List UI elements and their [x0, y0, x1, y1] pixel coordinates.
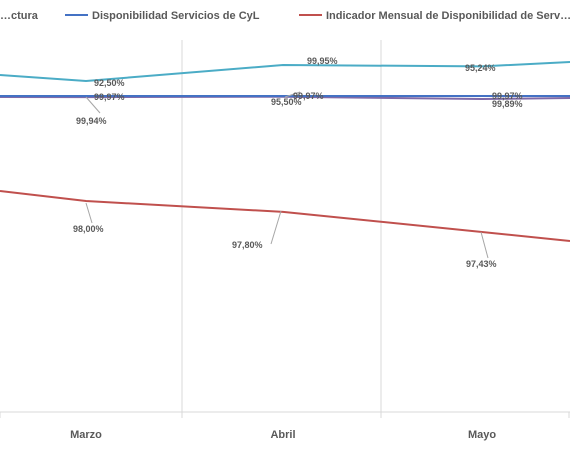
- leader-line-red-marzo: [85, 202, 93, 224]
- series-line-red: [0, 190, 570, 242]
- legend-label-red: Indicador Mensual de Disponibilidad de S…: [326, 10, 570, 22]
- data-label-purple-mayo: 99,89%: [492, 99, 523, 109]
- data-label-blue-abril: 99,97%: [293, 91, 324, 101]
- leader-line-red-mayo: [480, 231, 489, 259]
- x-tick-label-marzo: Marzo: [70, 429, 102, 441]
- data-label-red-abril: 97,80%: [232, 240, 263, 250]
- series-lines: [0, 61, 570, 242]
- leader-line-red-abril: [270, 210, 282, 245]
- legend-label-cyan: …ctura: [0, 10, 39, 22]
- series-line-cyan: [0, 61, 570, 83]
- x-tick-labels: Marzo Abril Mayo: [70, 429, 496, 441]
- legend-label-blue: Disponibilidad Servicios de CyL: [92, 10, 260, 22]
- data-label-red-marzo: 98,00%: [73, 224, 104, 234]
- leader-lines: [85, 91, 489, 259]
- data-labels: 92,50% 95,50% 95,24% 99,97% 99,97% 99,97…: [73, 56, 523, 269]
- x-tick-label-mayo: Mayo: [468, 429, 496, 441]
- data-label-cyan-marzo: 92,50%: [94, 78, 125, 88]
- leader-line-purple-marzo: [85, 96, 101, 114]
- legend-item-blue: Disponibilidad Servicios de CyL: [65, 10, 260, 22]
- legend-item-red: Indicador Mensual de Disponibilidad de S…: [299, 10, 570, 22]
- x-tick-label-abril: Abril: [270, 429, 295, 441]
- data-label-red-mayo: 97,43%: [466, 259, 497, 269]
- plot-area: [0, 40, 570, 418]
- data-label-cyan-abril: 95,50%: [271, 97, 302, 107]
- leader-line-purple-abril: [284, 91, 301, 98]
- data-label-blue-marzo: 99,97%: [94, 92, 125, 102]
- legend-item-cyan: …ctura: [0, 10, 39, 22]
- data-label-blue-mayo: 99,97%: [492, 91, 523, 101]
- data-label-purple-abril: 99,95%: [307, 56, 338, 66]
- data-label-cyan-mayo: 95,24%: [465, 63, 496, 73]
- data-label-purple-marzo: 99,94%: [76, 116, 107, 126]
- legend: …ctura Disponibilidad Servicios de CyL I…: [0, 10, 570, 22]
